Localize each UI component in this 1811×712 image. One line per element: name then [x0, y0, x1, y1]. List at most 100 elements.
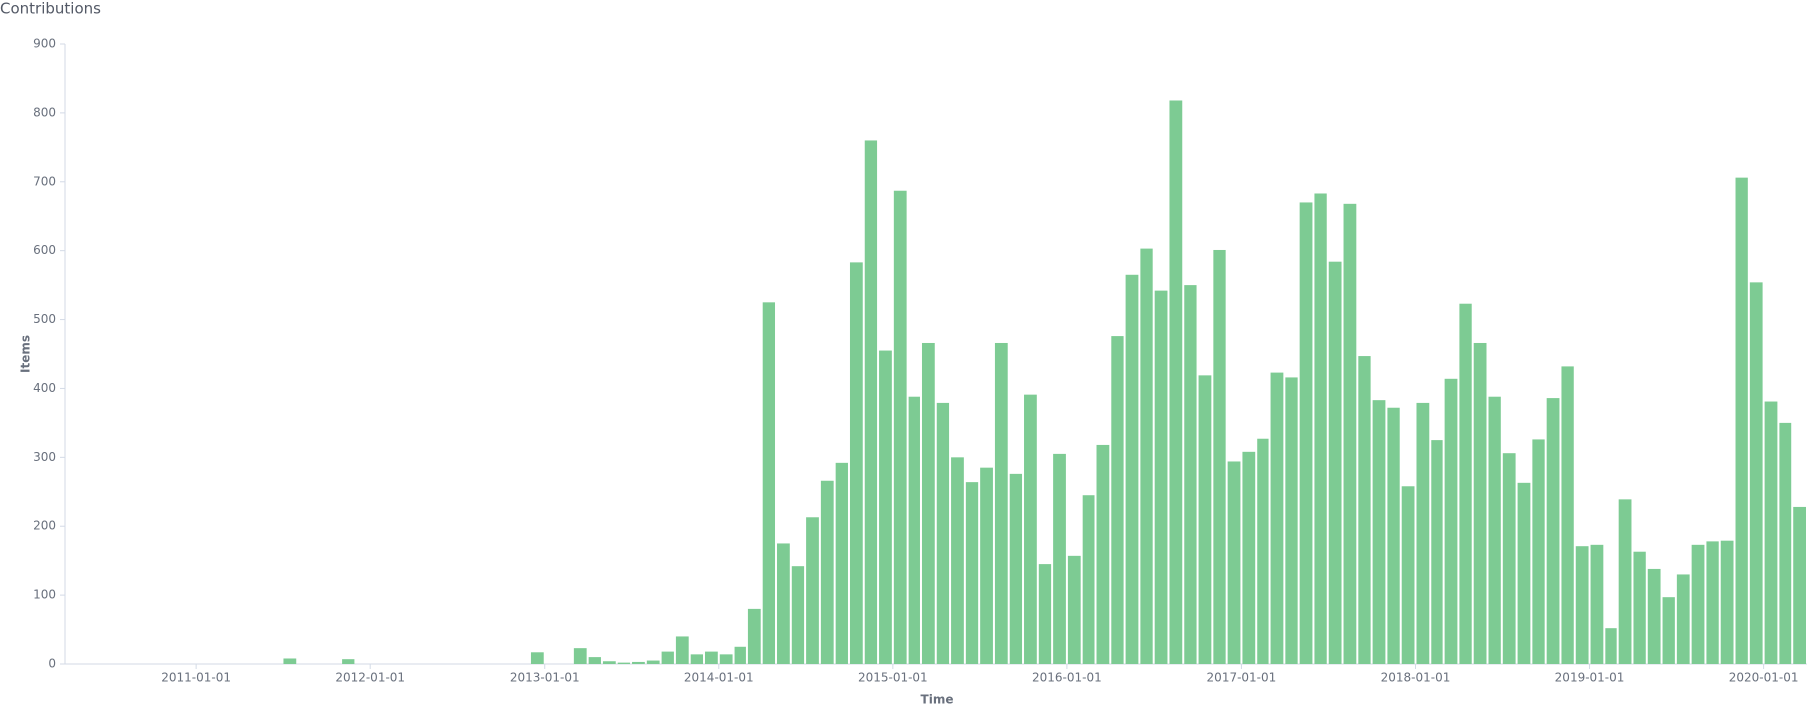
bar: [806, 517, 819, 664]
bar: [1299, 202, 1313, 664]
bar: [1024, 394, 1037, 664]
bar: [1546, 398, 1560, 664]
y-tick-label: 500: [33, 312, 56, 326]
bar: [1314, 193, 1327, 664]
bar: [1270, 372, 1284, 664]
bar: [719, 654, 733, 664]
bar: [690, 654, 704, 664]
bar: [835, 462, 848, 664]
bar: [1605, 628, 1617, 664]
bar: [762, 302, 776, 664]
bar: [864, 140, 878, 664]
bar: [1401, 486, 1415, 664]
bar: [530, 652, 544, 664]
bar: [1328, 261, 1342, 664]
bar: [893, 190, 907, 664]
x-axis-title: Time: [921, 693, 954, 707]
x-tick-label: 2015-01-01: [858, 671, 928, 685]
bar: [1343, 203, 1357, 665]
bar: [849, 262, 863, 664]
bar: [951, 457, 964, 664]
bar: [1633, 551, 1646, 664]
bar: [1618, 499, 1632, 664]
bar: [1227, 461, 1241, 664]
bar: [1140, 248, 1153, 664]
bar: [1067, 555, 1081, 664]
bar: [705, 651, 718, 664]
bar: [1387, 407, 1400, 664]
bar: [1561, 366, 1574, 664]
bar: [1125, 274, 1139, 664]
bar: [879, 350, 892, 664]
bar: [632, 661, 645, 664]
y-axis-title: Items: [19, 335, 33, 373]
bar: [1082, 495, 1095, 664]
chart-title: Contributions: [0, 0, 101, 18]
bar: [747, 608, 761, 664]
bar: [908, 396, 920, 664]
bar: [1096, 444, 1110, 664]
bar: [936, 402, 950, 664]
bar: [1444, 378, 1458, 664]
y-tick-label: 700: [33, 174, 56, 188]
bar: [1502, 453, 1516, 664]
bar: [994, 342, 1008, 664]
bar: [1242, 451, 1256, 664]
bar: [1647, 568, 1661, 664]
bar: [617, 662, 631, 664]
bar: [1720, 540, 1734, 664]
x-tick-label: 2017-01-01: [1207, 671, 1277, 685]
bar: [1184, 285, 1197, 664]
bar: [1198, 375, 1212, 664]
x-tick-label: 2014-01-01: [684, 671, 754, 685]
bar: [1676, 574, 1690, 664]
bar: [965, 482, 979, 664]
bar: [1764, 401, 1778, 664]
bar: [675, 636, 689, 664]
bar: [1517, 482, 1531, 664]
x-tick-label: 2019-01-01: [1555, 671, 1625, 685]
bar: [791, 566, 805, 664]
bar: [980, 467, 993, 664]
bar: [1575, 546, 1589, 664]
bar: [1213, 249, 1226, 664]
bar: [1488, 396, 1501, 664]
x-tick-label: 2016-01-01: [1032, 671, 1102, 685]
x-tick-label: 2012-01-01: [335, 671, 405, 685]
bar: [283, 658, 297, 664]
bar: [1706, 541, 1719, 664]
bar: [820, 480, 834, 664]
bar: [1662, 597, 1675, 664]
y-tick-label: 200: [33, 519, 56, 533]
y-tick-label: 900: [33, 37, 56, 51]
bar: [1111, 336, 1124, 664]
bar: [602, 661, 616, 664]
x-tick-label: 2020-01-01: [1729, 671, 1799, 685]
x-tick-label: 2018-01-01: [1381, 671, 1451, 685]
bar: [1532, 439, 1545, 664]
bar: [1372, 400, 1386, 664]
bar: [1749, 282, 1763, 664]
bar: [1038, 564, 1052, 664]
bar: [1154, 290, 1168, 664]
y-tick-label: 400: [33, 381, 56, 395]
bar: [1358, 356, 1371, 664]
bar: [588, 657, 601, 664]
y-tick-label: 600: [33, 243, 56, 257]
bar: [1779, 422, 1792, 664]
bar: [646, 660, 660, 664]
bar: [1257, 438, 1269, 664]
bar: [734, 646, 746, 664]
y-tick-label: 300: [33, 450, 56, 464]
bar: [1169, 100, 1183, 664]
bar: [573, 648, 587, 664]
x-tick-label: 2013-01-01: [510, 671, 580, 685]
bar: [777, 543, 790, 664]
bar: [1416, 402, 1430, 664]
bar: [921, 342, 935, 664]
bar: [1590, 544, 1604, 664]
bar: [661, 651, 674, 664]
x-tick-label: 2011-01-01: [161, 671, 231, 685]
